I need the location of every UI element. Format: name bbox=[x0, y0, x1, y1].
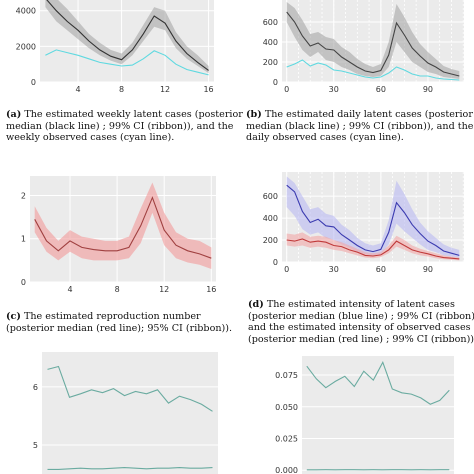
y-tick-label: 0 bbox=[21, 278, 26, 287]
chart-e-svg: 56 bbox=[33, 352, 218, 474]
y-tick-label: 2000 bbox=[16, 42, 36, 51]
plot-background bbox=[30, 176, 216, 282]
x-tick-label: 30 bbox=[329, 265, 339, 274]
plot-background bbox=[302, 356, 454, 474]
caption-a-line-1: The estimated weekly latent cases (poste… bbox=[24, 109, 243, 120]
y-tick-label: 600 bbox=[263, 18, 278, 27]
caption-c-line-2: (posterior median (red line); 95% CI (ri… bbox=[6, 322, 233, 334]
x-tick-label: 0 bbox=[284, 265, 289, 274]
series-line-observed bbox=[45, 49, 209, 76]
plot-area bbox=[30, 176, 216, 282]
x-tick-label: 60 bbox=[376, 265, 386, 274]
caption-d: (d) The estimated intensity of latent ca… bbox=[248, 299, 474, 345]
series-line-median bbox=[286, 11, 460, 77]
plot-area bbox=[282, 0, 464, 82]
y-tick-label: 400 bbox=[263, 214, 278, 223]
y-tick-label: 0.075 bbox=[275, 371, 298, 380]
caption-b: (b) The estimated daily latent cases (po… bbox=[246, 109, 473, 144]
y-tick-label: 0.050 bbox=[275, 403, 298, 412]
caption-a-line-3: weekly observed cases (cyan line). bbox=[6, 132, 175, 144]
chart-a: 0 2000 4000 4 8 12 16 bbox=[0, 0, 240, 100]
y-tick-label: 0 bbox=[273, 258, 278, 267]
y-tick-label: 0.025 bbox=[275, 434, 298, 443]
caption-a: (a) The estimated weekly latent cases (p… bbox=[6, 109, 243, 144]
ci-ribbon-1 bbox=[34, 182, 212, 269]
x-tick-label: 30 bbox=[329, 85, 339, 94]
y-tick-label: 5 bbox=[33, 441, 38, 450]
x-tick-label: 12 bbox=[159, 285, 169, 294]
ci-ribbon-1 bbox=[286, 176, 460, 258]
y-tick-label: 4000 bbox=[16, 7, 36, 16]
x-tick-label: 4 bbox=[67, 285, 72, 294]
y-tick-label: 0.000 bbox=[275, 466, 298, 474]
plot-area bbox=[282, 172, 464, 262]
plot-background bbox=[42, 352, 218, 474]
series-line-observed-median bbox=[286, 238, 460, 260]
plot-area bbox=[302, 360, 454, 471]
x-tick-label: 4 bbox=[76, 85, 81, 94]
series-line-latent-median bbox=[286, 184, 460, 256]
y-tick-label: 6 bbox=[33, 383, 38, 392]
series-line-upper bbox=[306, 360, 450, 405]
caption-b-line-1: The estimated daily latent cases (poster… bbox=[264, 109, 473, 120]
y-tick-label: 0 bbox=[31, 78, 36, 87]
x-tick-label: 16 bbox=[203, 85, 213, 94]
ci-ribbon-1 bbox=[286, 2, 460, 79]
caption-d-line-4: (posterior median (red line) ; 99% CI (r… bbox=[248, 333, 474, 345]
x-tick-label: 90 bbox=[423, 85, 433, 94]
chart-d-svg: 0 200 400 600 0 30 60 90 bbox=[263, 172, 464, 274]
x-tick-label: 12 bbox=[160, 85, 170, 94]
caption-b-label: (b) bbox=[246, 109, 262, 120]
series-line-observed bbox=[286, 59, 460, 81]
caption-b-line-2: median (black line) ; 99% CI (ribbon)), … bbox=[246, 120, 474, 132]
x-tick-label: 8 bbox=[119, 85, 124, 94]
y-tick-label: 200 bbox=[263, 236, 278, 245]
series-line-lower bbox=[47, 467, 213, 470]
y-tick-label: 200 bbox=[263, 58, 278, 67]
chart-c: 0 1 2 4 8 12 16 bbox=[0, 172, 240, 300]
caption-c-label: (c) bbox=[6, 311, 21, 322]
caption-d-line-1: The estimated intensity of latent cases bbox=[266, 299, 455, 310]
chart-d: 0 200 400 600 0 30 60 90 bbox=[242, 166, 474, 290]
caption-c: (c) The estimated reproduction number (p… bbox=[6, 311, 232, 334]
x-tick-label: 16 bbox=[206, 285, 216, 294]
series-line-median bbox=[46, 0, 209, 71]
x-tick-label: 60 bbox=[376, 85, 386, 94]
chart-f-svg: 0.000 0.025 0.050 0.075 bbox=[275, 356, 454, 474]
y-tick-label: 2 bbox=[21, 191, 26, 200]
chart-f: 0.000 0.025 0.050 0.075 bbox=[242, 356, 474, 474]
y-tick-label: 600 bbox=[263, 192, 278, 201]
caption-d-label: (d) bbox=[248, 299, 264, 310]
ci-ribbon-1 bbox=[45, 0, 209, 74]
y-tick-label: 0 bbox=[273, 78, 278, 87]
ci-ribbon-2 bbox=[286, 232, 460, 261]
chart-b-svg: 0 200 400 600 0 30 60 90 bbox=[263, 0, 464, 94]
series-line-upper bbox=[47, 365, 213, 412]
x-tick-label: 8 bbox=[115, 285, 120, 294]
caption-a-line-2: median (black line) ; 99% CI (ribbon)), … bbox=[6, 120, 234, 132]
plot-area bbox=[40, 0, 214, 82]
caption-d-line-3: and the estimated intensity of observed … bbox=[248, 322, 471, 334]
caption-a-label: (a) bbox=[6, 109, 22, 120]
caption-b-line-3: daily observed cases (cyan line). bbox=[246, 132, 404, 144]
y-tick-label: 400 bbox=[263, 38, 278, 47]
x-tick-label: 90 bbox=[423, 265, 433, 274]
chart-b: 0 200 400 600 0 30 60 90 bbox=[242, 0, 474, 100]
plot-area bbox=[42, 365, 218, 470]
series-line-median bbox=[34, 196, 212, 259]
caption-d-line-2: (posterior median (blue line) ; 99% CI (… bbox=[248, 310, 474, 322]
x-tick-label: 0 bbox=[284, 85, 289, 94]
chart-a-svg: 0 2000 4000 4 8 12 16 bbox=[16, 0, 214, 94]
caption-c-line-1: The estimated reproduction number bbox=[23, 311, 201, 322]
y-tick-label: 1 bbox=[21, 235, 26, 244]
